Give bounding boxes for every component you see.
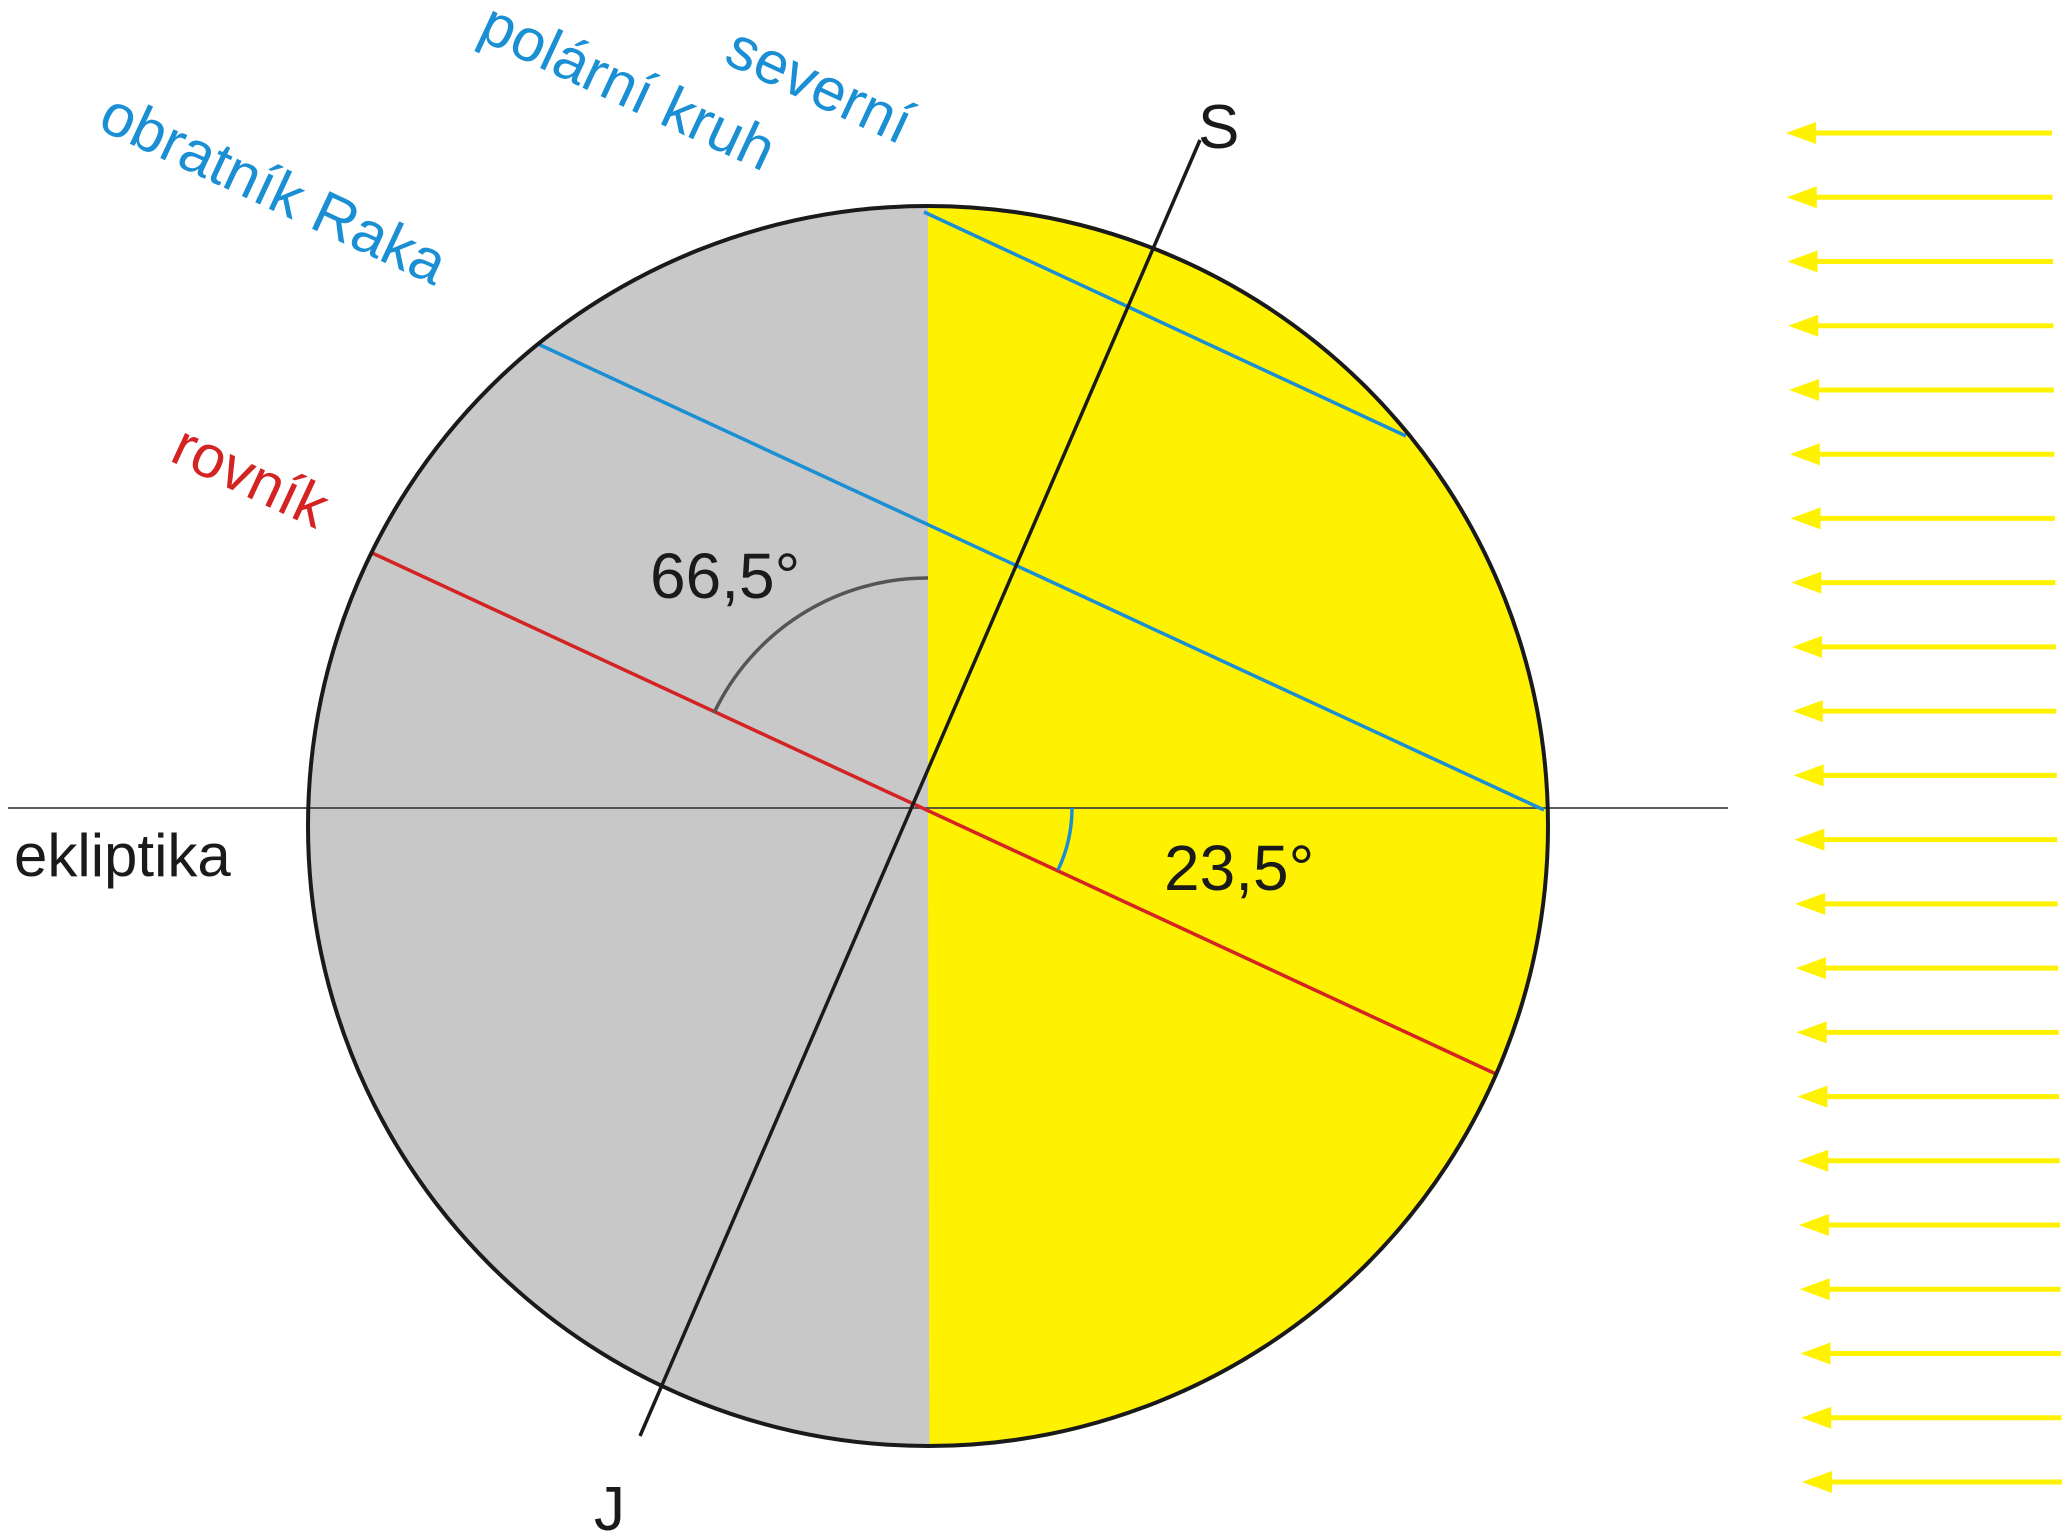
sun-ray-arrow <box>1796 1021 2059 1044</box>
ecliptic-label: ekliptika <box>14 822 231 889</box>
sun-rays <box>1786 122 2062 1493</box>
sun-ray-arrow <box>1794 828 2058 851</box>
sun-ray-arrow <box>1789 378 2054 401</box>
night-hemisphere <box>308 206 928 1446</box>
sun-ray-arrow <box>1798 1214 2061 1237</box>
sun-ray-arrow <box>1789 443 2055 466</box>
sun-ray-arrow <box>1790 507 2055 530</box>
sun-ray-arrow <box>1788 314 2054 337</box>
sun-ray-arrow <box>1802 1471 2062 1493</box>
sun-ray-arrow <box>1801 1406 2062 1429</box>
sun-ray-arrow <box>1786 122 2052 144</box>
sun-ray-arrow <box>1799 1278 2061 1301</box>
sun-ray-arrow <box>1791 571 2056 594</box>
sun-ray-arrow <box>1787 250 2053 273</box>
arctic-circle-line <box>923 210 1407 438</box>
sun-ray-arrow <box>1786 186 2053 209</box>
sun-ray-arrow <box>1800 1342 2062 1365</box>
south-pole-label: J <box>594 1475 625 1531</box>
north-pole-label: S <box>1198 93 1239 162</box>
angle-arc-66 <box>712 576 929 714</box>
equator-line <box>369 550 1497 1076</box>
angle-66-label: 66,5° <box>650 540 800 612</box>
day-hemisphere <box>928 206 1548 1446</box>
sun-ray-arrow <box>1797 1085 2060 1108</box>
sun-ray-arrow <box>1793 764 2057 787</box>
sun-ray-arrow <box>1795 957 2059 980</box>
globe-outline <box>306 204 1550 1448</box>
terminator-line <box>923 209 930 1447</box>
angle-23-label: 23,5° <box>1164 832 1314 904</box>
sun-ray-arrow <box>1792 635 2056 658</box>
tropic-of-cancer-label: obratník Raka <box>91 79 458 298</box>
sun-ray-arrow <box>1792 700 2057 723</box>
earth-axis <box>638 139 1202 1437</box>
angle-arc-23 <box>1056 807 1074 871</box>
equator-label: rovník <box>163 411 340 541</box>
sun-ray-arrow <box>1795 892 2058 915</box>
sun-ray-arrow <box>1798 1149 2060 1172</box>
tropic-of-cancer-line <box>537 342 1545 812</box>
